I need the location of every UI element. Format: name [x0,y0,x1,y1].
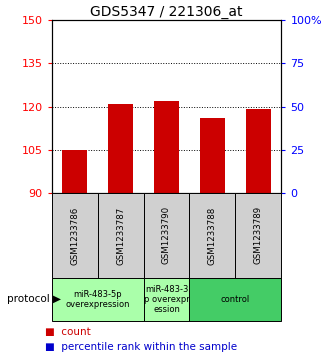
Text: GSM1233788: GSM1233788 [208,206,217,265]
Bar [246,109,271,193]
Bar [200,118,225,193]
Text: ■  percentile rank within the sample: ■ percentile rank within the sample [45,342,237,352]
Text: miR-483-5p
overexpression: miR-483-5p overexpression [65,290,130,309]
Title: GDS5347 / 221306_at: GDS5347 / 221306_at [90,5,243,19]
Text: protocol ▶: protocol ▶ [7,294,61,305]
Text: control: control [221,295,250,304]
Bar [62,150,87,193]
Text: GSM1233790: GSM1233790 [162,206,171,265]
Bar [108,104,133,193]
Text: GSM1233786: GSM1233786 [70,206,79,265]
Text: GSM1233787: GSM1233787 [116,206,125,265]
Text: miR-483-3
p overexpr
ession: miR-483-3 p overexpr ession [144,285,189,314]
Text: GSM1233789: GSM1233789 [254,206,263,265]
Text: ■  count: ■ count [45,327,91,337]
Bar [154,101,179,193]
